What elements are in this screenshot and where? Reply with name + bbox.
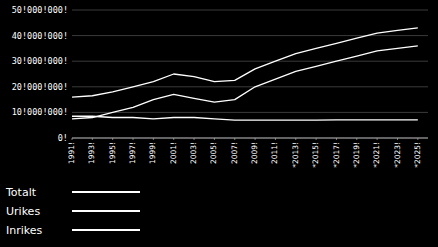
x-tick	[255, 138, 256, 140]
x-tick-label: *2013!	[291, 142, 300, 168]
series-line	[72, 46, 418, 119]
x-tick-label: *2015!	[311, 142, 320, 168]
x-tick	[153, 138, 154, 140]
x-tick-label: *2017!	[332, 142, 341, 168]
legend-label: Urikes	[6, 205, 40, 218]
grid-line	[72, 61, 428, 62]
x-tick	[377, 138, 378, 140]
x-tick-label: 2007!	[230, 142, 239, 164]
y-tick-label: 20!000!000!	[12, 82, 68, 92]
grid-line	[72, 138, 428, 139]
x-tick-label: 1999!	[148, 142, 157, 164]
x-tick-label: 1995!	[108, 142, 117, 164]
x-tick	[133, 138, 134, 140]
y-tick-label: 0!	[58, 133, 68, 143]
series-line	[72, 116, 418, 120]
background	[0, 0, 438, 247]
x-tick-label: *2019!	[352, 142, 361, 168]
x-tick	[194, 138, 195, 140]
x-tick-label: 1997!	[128, 142, 137, 164]
x-tick-label: *2023!	[393, 142, 402, 168]
x-tick	[316, 138, 317, 140]
legend-swatch	[72, 210, 140, 212]
x-tick	[92, 138, 93, 140]
x-tick	[275, 138, 276, 140]
x-tick-label: 2005!	[209, 142, 218, 164]
chart: 0! 10!000!000! 20!000!000! 30!000!000! 40!00…	[0, 0, 438, 247]
x-tick	[112, 138, 113, 140]
legend-label: Inrikes	[6, 224, 43, 237]
x-tick	[234, 138, 235, 140]
grid-line	[72, 35, 428, 36]
x-tick-label: 2003!	[189, 142, 198, 164]
grid-line	[72, 10, 428, 11]
x-tick	[214, 138, 215, 140]
x-tick-label: *2025!	[413, 142, 422, 168]
x-tick-label: *2021!	[372, 142, 381, 168]
x-tick-label: 1991!	[67, 142, 76, 164]
legend-label: Totalt	[5, 186, 37, 199]
legend: Totalt Urikes Inrikes	[5, 186, 140, 237]
x-tick	[72, 138, 73, 140]
x-tick	[417, 138, 418, 140]
series-line	[72, 28, 418, 97]
x-tick	[295, 138, 296, 140]
x-tick-label: 2011!	[270, 142, 279, 164]
y-tick-label: 40!000!000!	[12, 31, 68, 41]
x-tick-label: 2009!	[250, 142, 259, 164]
y-tick-label: 50!000!000!	[12, 5, 68, 15]
x-tick-label: 1993!	[87, 142, 96, 164]
x-tick	[397, 138, 398, 140]
plot-area	[72, 28, 418, 120]
x-tick	[173, 138, 174, 140]
x-tick	[356, 138, 357, 140]
grid-line	[72, 112, 428, 113]
x-tick	[336, 138, 337, 140]
y-tick-label: 30!000!000!	[12, 56, 68, 66]
legend-swatch	[72, 191, 140, 193]
x-tick-label: 2001!	[169, 142, 178, 164]
y-tick-label: 10!000!000!	[12, 107, 68, 117]
grid-line	[72, 86, 428, 87]
x-axis-line	[72, 138, 428, 139]
legend-swatch	[72, 229, 140, 231]
